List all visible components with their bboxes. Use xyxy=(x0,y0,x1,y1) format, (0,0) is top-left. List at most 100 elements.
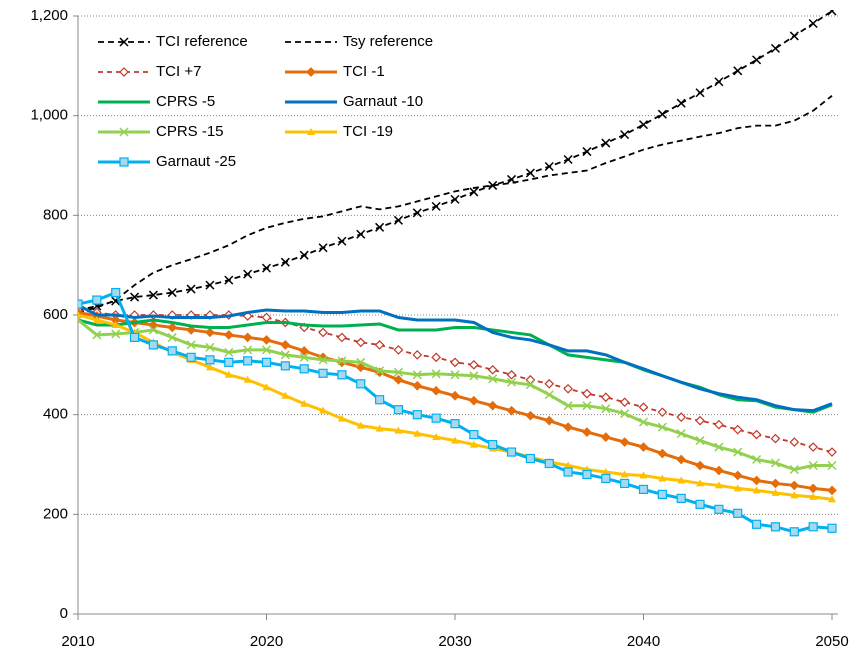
marker xyxy=(790,491,799,499)
marker xyxy=(676,98,686,108)
marker xyxy=(620,478,630,489)
marker xyxy=(620,130,630,140)
marker xyxy=(356,379,366,389)
marker xyxy=(243,345,253,355)
marker xyxy=(469,359,479,370)
marker xyxy=(337,236,347,246)
marker xyxy=(808,442,818,452)
marker xyxy=(752,486,761,494)
marker xyxy=(544,390,554,400)
marker xyxy=(337,370,347,380)
marker xyxy=(393,215,403,225)
marker xyxy=(582,401,592,411)
marker xyxy=(657,448,668,459)
marker xyxy=(469,395,479,406)
marker xyxy=(318,355,328,365)
marker xyxy=(299,364,309,374)
marker xyxy=(450,419,460,429)
marker xyxy=(261,335,272,345)
marker xyxy=(544,458,554,469)
marker xyxy=(393,374,404,385)
legend-label: Garnaut -10 xyxy=(343,93,423,110)
marker xyxy=(148,290,158,300)
marker xyxy=(186,325,196,335)
marker xyxy=(827,447,837,457)
marker xyxy=(677,476,686,484)
marker xyxy=(789,527,799,537)
marker xyxy=(770,478,781,489)
marker xyxy=(261,357,272,367)
marker xyxy=(600,432,611,442)
marker xyxy=(281,391,290,399)
marker xyxy=(280,350,290,360)
marker xyxy=(119,37,129,47)
marker xyxy=(432,433,441,441)
marker xyxy=(469,430,479,440)
marker xyxy=(732,424,743,435)
marker xyxy=(243,269,253,279)
legend-label: TCI -1 xyxy=(343,63,385,80)
marker xyxy=(431,369,441,379)
marker xyxy=(619,397,630,408)
marker xyxy=(374,340,385,350)
marker xyxy=(638,442,649,452)
marker xyxy=(111,287,121,298)
marker xyxy=(243,375,252,383)
marker xyxy=(563,383,573,394)
marker xyxy=(733,66,743,76)
series-line xyxy=(78,303,833,413)
marker xyxy=(582,388,592,399)
marker xyxy=(318,243,328,253)
marker xyxy=(657,489,667,499)
marker xyxy=(582,427,592,437)
y-tick-label: 800 xyxy=(43,206,68,223)
marker xyxy=(751,519,762,529)
marker xyxy=(451,436,459,444)
x-tick-label: 2010 xyxy=(61,633,94,650)
marker xyxy=(413,429,422,437)
plot-area xyxy=(78,10,837,537)
legend-label: CPRS -5 xyxy=(156,93,215,110)
y-tick-label: 200 xyxy=(43,505,68,522)
marker xyxy=(431,201,441,211)
marker xyxy=(78,299,83,309)
marker xyxy=(657,109,667,119)
marker xyxy=(563,154,573,165)
marker xyxy=(638,484,649,495)
marker xyxy=(714,465,724,476)
marker xyxy=(129,332,140,343)
marker xyxy=(280,361,290,371)
marker xyxy=(620,470,629,478)
marker xyxy=(544,378,555,389)
marker xyxy=(676,493,686,503)
marker xyxy=(306,67,316,77)
marker xyxy=(771,488,780,496)
marker xyxy=(752,454,762,465)
marker xyxy=(789,437,800,447)
marker xyxy=(582,469,592,480)
marker xyxy=(261,263,272,273)
marker xyxy=(355,337,366,348)
marker xyxy=(375,424,384,432)
marker xyxy=(808,483,818,494)
legend-label: TCI +7 xyxy=(156,63,201,80)
marker xyxy=(299,346,310,356)
marker xyxy=(808,522,818,532)
marker xyxy=(356,421,365,429)
marker xyxy=(544,415,555,426)
marker xyxy=(525,453,536,464)
marker xyxy=(752,55,762,65)
marker xyxy=(167,322,178,333)
y-tick-label: 1,000 xyxy=(30,107,68,124)
marker xyxy=(808,18,818,29)
series-line xyxy=(78,311,833,492)
marker xyxy=(186,340,196,350)
marker xyxy=(695,460,705,471)
marker xyxy=(111,320,120,328)
marker xyxy=(601,404,611,414)
marker xyxy=(676,412,687,423)
marker xyxy=(356,357,366,367)
marker xyxy=(375,395,385,405)
marker xyxy=(205,327,215,338)
